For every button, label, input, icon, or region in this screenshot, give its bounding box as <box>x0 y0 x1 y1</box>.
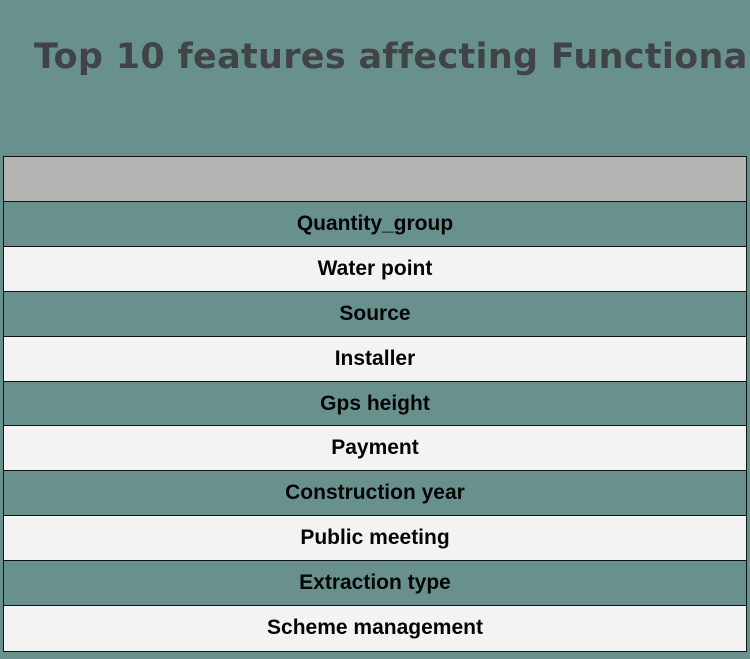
features-table: Quantity_group Water point Source Instal… <box>3 156 747 652</box>
table-row: Scheme management <box>4 606 746 651</box>
table-row: Payment <box>4 426 746 472</box>
page-title: Top 10 features affecting Functionality <box>34 37 750 77</box>
table-row: Public meeting <box>4 516 746 562</box>
table-row: Water point <box>4 246 746 292</box>
table-header-row <box>4 157 746 202</box>
table-row: Extraction type <box>4 561 746 607</box>
table-row: Quantity_group <box>4 202 746 247</box>
table-row: Source <box>4 291 746 337</box>
table-row: Construction year <box>4 471 746 517</box>
table-row: Gps height <box>4 381 746 427</box>
table-row: Installer <box>4 336 746 382</box>
